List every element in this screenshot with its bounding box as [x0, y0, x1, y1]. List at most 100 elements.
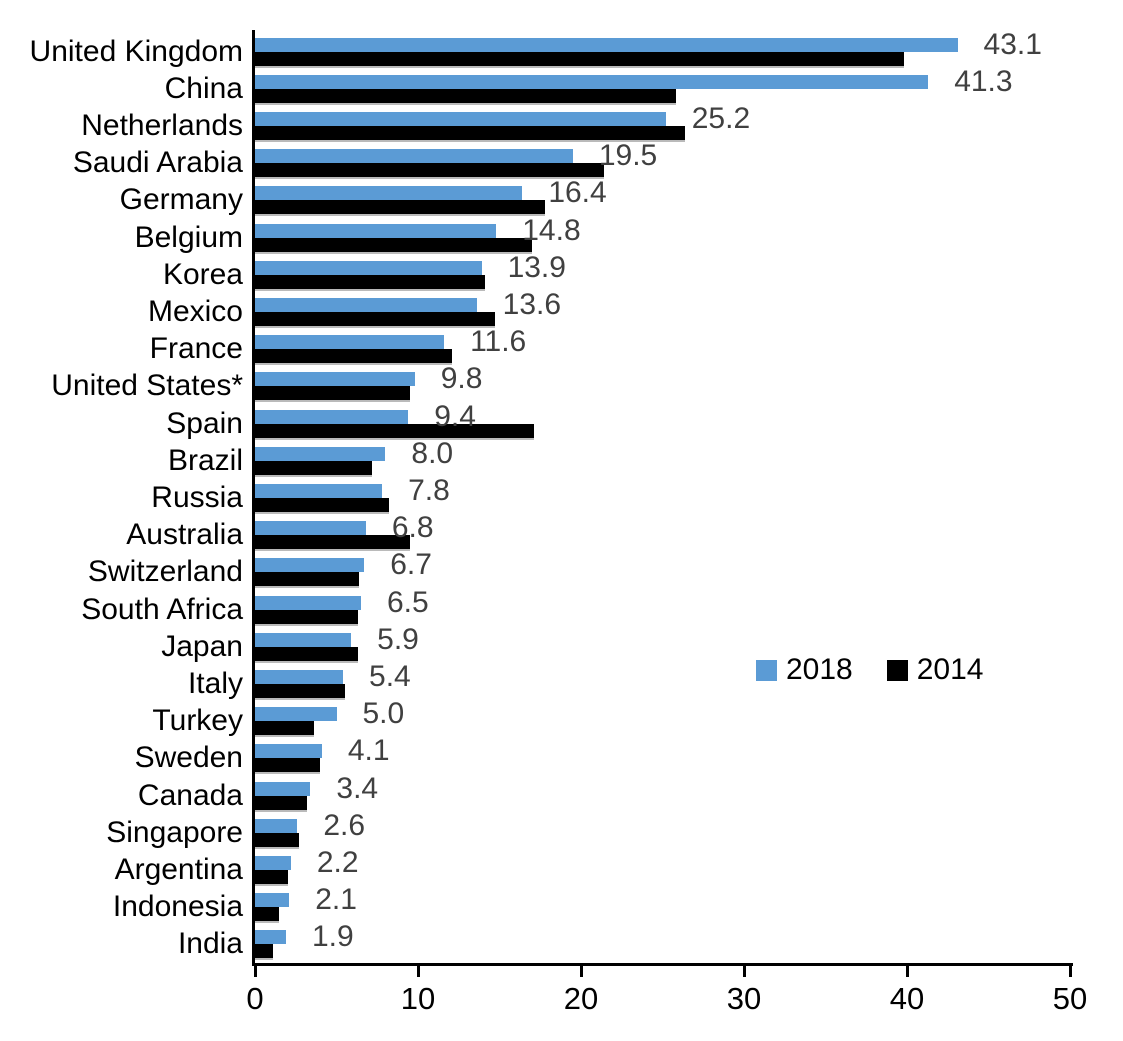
value-label: 7.8	[408, 474, 450, 507]
x-axis-tick-label: 20	[563, 981, 599, 1016]
x-axis-tick-label: 50	[1052, 981, 1088, 1016]
value-label: 19.5	[598, 139, 658, 173]
bar-2014	[255, 795, 308, 810]
bar-2018	[255, 818, 298, 833]
bar-2014	[255, 609, 358, 624]
bar-2018	[255, 707, 337, 722]
x-axis-line	[252, 963, 1073, 966]
value-label: 16.4	[548, 176, 607, 210]
bar-2018	[255, 37, 958, 52]
bar-2018	[255, 670, 344, 684]
value-label: 13.6	[502, 288, 562, 321]
bar-2018	[255, 632, 352, 647]
value-label: 8.0	[411, 436, 454, 470]
bar-2014	[255, 126, 686, 140]
bar-2018	[255, 335, 445, 350]
legend-label-2018: 2018	[786, 653, 853, 686]
value-label: 11.6	[470, 325, 527, 359]
category-label: Korea	[162, 257, 243, 291]
category-label: Indonesia	[112, 890, 243, 924]
bar-2018	[255, 521, 366, 536]
category-label: Netherlands	[81, 108, 243, 142]
category-label: Saudi Arabia	[72, 146, 243, 180]
x-axis-tick-label: 40	[889, 981, 925, 1016]
value-label: 14.8	[522, 213, 581, 247]
category-label: Sweden	[134, 741, 243, 775]
bar-2014	[255, 386, 410, 401]
category-label: United States*	[51, 369, 243, 403]
category-label: South Africa	[81, 592, 243, 626]
category-label: Canada	[137, 778, 243, 812]
bar-2018	[255, 595, 361, 610]
category-label: Italy	[187, 666, 243, 700]
bar-2018	[255, 446, 386, 461]
bar-2014	[255, 944, 273, 959]
y-axis-line	[252, 30, 255, 966]
bar-2014	[255, 498, 389, 512]
bar-2018	[255, 372, 415, 387]
legend-label-2014: 2014	[916, 653, 984, 686]
x-axis-tick	[905, 963, 909, 977]
bar-2014	[255, 870, 288, 884]
x-axis-tick	[1068, 963, 1072, 977]
bar-2014	[255, 163, 604, 178]
value-label: 25.2	[691, 102, 751, 135]
category-label: India	[177, 927, 243, 961]
bar-2018	[255, 186, 523, 201]
x-axis-tick	[416, 963, 420, 977]
bar-2014	[255, 535, 410, 550]
value-label: 5.4	[369, 660, 411, 693]
bar-2014	[255, 907, 280, 922]
value-label: 5.0	[362, 697, 405, 731]
category-label: China	[164, 71, 243, 105]
bar-2018	[255, 223, 497, 238]
category-label: Russia	[151, 480, 243, 514]
bar-2014	[255, 832, 299, 847]
x-axis-tick-label: 10	[400, 981, 436, 1016]
value-label: 2.2	[316, 846, 359, 879]
category-label: Belgium	[134, 220, 243, 254]
bar-2014	[255, 646, 358, 661]
x-axis-tick	[253, 963, 257, 977]
legend-entry-2018: 2018	[756, 653, 853, 687]
category-label: Spain	[166, 406, 243, 440]
bar-2018	[255, 149, 573, 164]
bar-2014	[255, 721, 314, 736]
x-axis-tick	[742, 963, 746, 977]
category-label: Japan	[161, 629, 243, 663]
category-label: Mexico	[147, 294, 243, 328]
bar-2018	[255, 744, 322, 759]
bar-2018	[255, 893, 290, 908]
value-label: 43.1	[983, 27, 1042, 61]
value-label: 3.4	[336, 771, 379, 805]
category-label: United Kingdom	[29, 34, 243, 68]
bar-2018	[255, 781, 311, 796]
category-label: Argentina	[114, 852, 243, 886]
bar-2014	[255, 200, 546, 215]
legend-swatch-2014-icon	[886, 659, 908, 681]
value-label: 6.5	[386, 585, 429, 619]
value-label: 9.8	[440, 362, 483, 396]
bar-2018	[255, 298, 477, 312]
category-label: Switzerland	[87, 555, 243, 589]
category-label: Brazil	[167, 443, 243, 477]
value-label: 6.8	[391, 511, 434, 545]
x-axis-tick-label: 30	[726, 981, 762, 1016]
bar-2018	[255, 930, 286, 945]
category-label: Turkey	[152, 704, 243, 738]
bar-2014	[255, 572, 360, 587]
legend-swatch-2018-icon	[756, 659, 777, 681]
bar-2014	[255, 423, 534, 438]
legend: 2018 2014	[756, 653, 984, 687]
value-label: 4.1	[347, 734, 390, 768]
value-label: 41.3	[954, 64, 1013, 98]
category-label: Germany	[119, 183, 243, 217]
value-label: 1.9	[311, 920, 354, 954]
bar-2018	[255, 856, 291, 870]
legend-entry-2014: 2014	[886, 653, 984, 687]
bar-2014	[255, 349, 453, 364]
bar-2018	[255, 558, 365, 573]
bar-2014	[255, 758, 321, 773]
bar-2018	[255, 74, 929, 89]
bar-2014	[255, 274, 485, 289]
